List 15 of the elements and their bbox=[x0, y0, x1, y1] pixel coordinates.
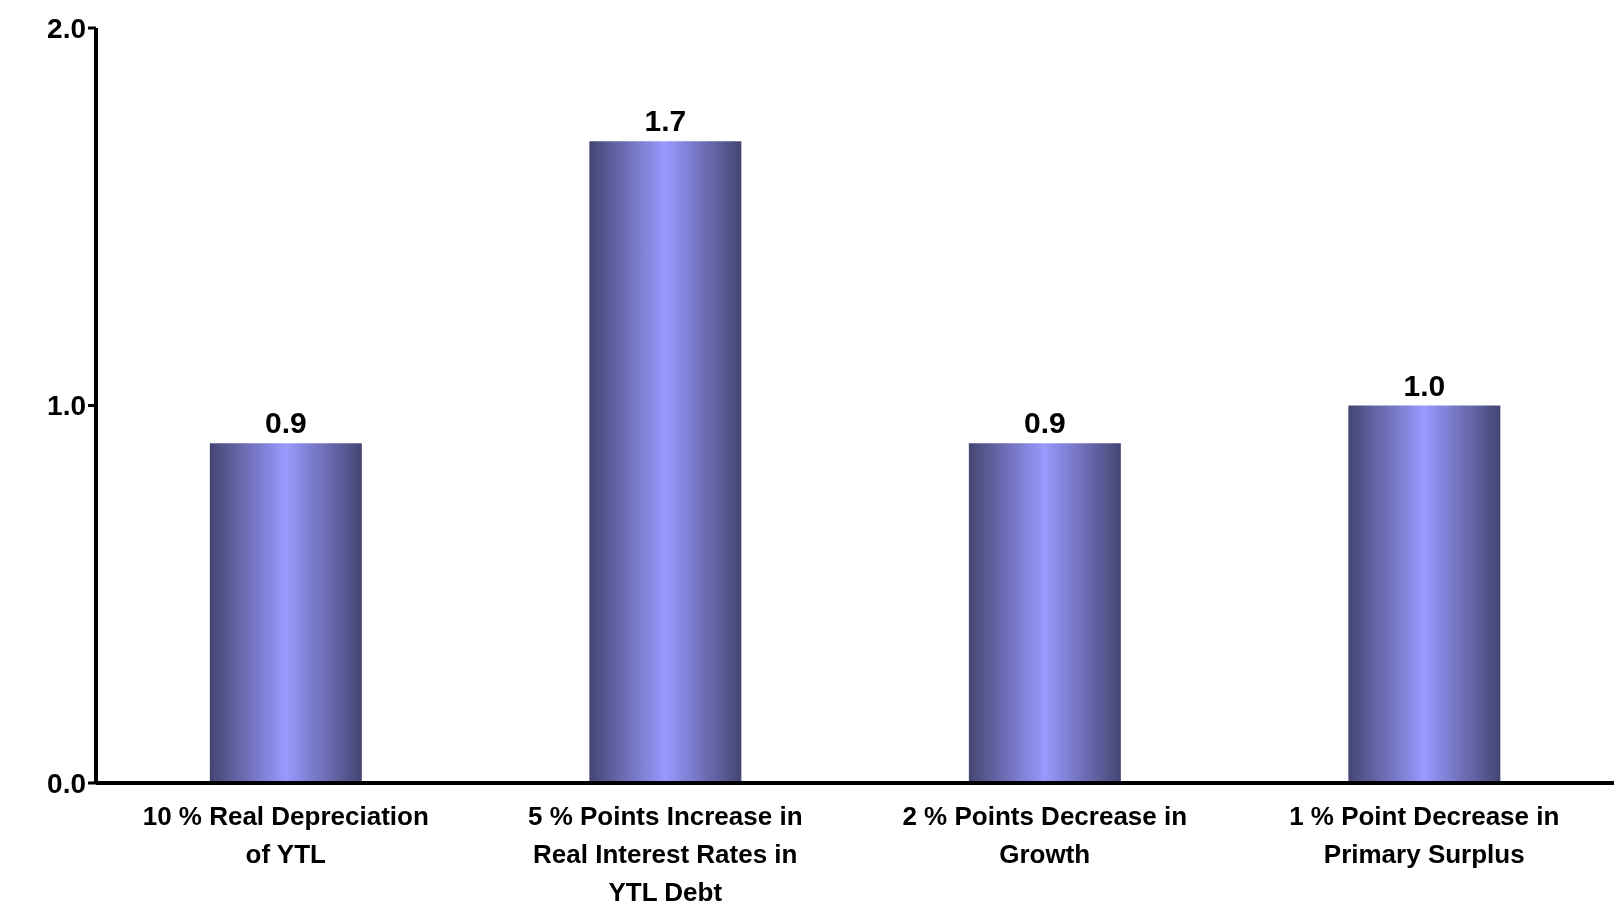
data-label: 1.0 bbox=[1403, 368, 1446, 402]
bar bbox=[968, 443, 1121, 783]
x-tick-label: 2 % Points Decrease in Growth bbox=[902, 801, 1188, 869]
bar bbox=[209, 443, 362, 783]
y-tick-label: 1.0 bbox=[47, 390, 86, 422]
data-label: 0.9 bbox=[264, 406, 307, 440]
data-label: 1.7 bbox=[644, 104, 687, 138]
x-tick-label: 5 % Points Increase in Real Interest Rates in YTL Debt bbox=[527, 801, 803, 907]
x-tick-label: 1 % Point Decrease in Primary Surplus bbox=[1289, 801, 1560, 869]
bar bbox=[1348, 405, 1501, 783]
data-label: 0.9 bbox=[1023, 406, 1066, 440]
y-tick-label: 2.0 bbox=[47, 12, 86, 44]
bar bbox=[589, 141, 742, 783]
x-tick-label: 10 % Real Depreciation of YTL bbox=[142, 801, 429, 869]
y-tick-label: 0.0 bbox=[47, 767, 86, 799]
